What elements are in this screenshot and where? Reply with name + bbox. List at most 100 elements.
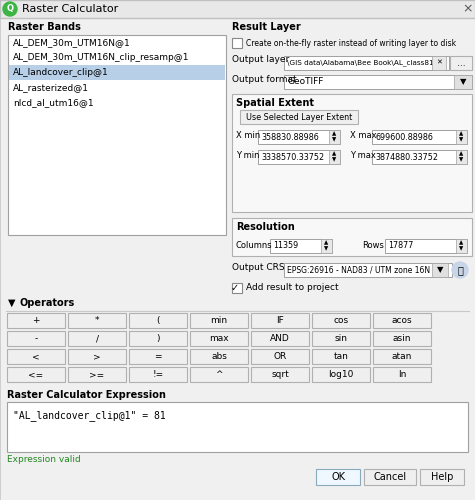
Text: 11359: 11359 [273,242,298,250]
Text: ▼: ▼ [459,158,464,162]
FancyBboxPatch shape [68,367,126,382]
FancyBboxPatch shape [372,150,467,164]
FancyBboxPatch shape [0,0,475,18]
Text: ...: ... [456,58,466,68]
Text: ▼: ▼ [459,246,464,252]
Text: Raster Calculator: Raster Calculator [22,4,118,14]
FancyBboxPatch shape [329,150,340,164]
Text: Create on-the-fly raster instead of writing layer to disk: Create on-the-fly raster instead of writ… [246,38,456,48]
FancyBboxPatch shape [432,56,446,70]
FancyBboxPatch shape [7,367,65,382]
Text: ▲: ▲ [459,240,464,246]
Text: OR: OR [274,352,286,361]
FancyBboxPatch shape [232,94,472,212]
Text: AL_DEM_30m_UTM16N_clip_resamp@1: AL_DEM_30m_UTM16N_clip_resamp@1 [13,53,190,62]
FancyBboxPatch shape [7,331,65,346]
Text: ▼: ▼ [332,158,337,162]
FancyBboxPatch shape [312,367,370,382]
FancyBboxPatch shape [456,239,467,253]
FancyBboxPatch shape [312,331,370,346]
Text: ▼: ▼ [437,266,443,274]
Text: "AL_landcover_clip@1" = 81: "AL_landcover_clip@1" = 81 [13,410,166,422]
FancyBboxPatch shape [232,283,242,293]
Text: AL_landcover_clip@1: AL_landcover_clip@1 [13,68,109,77]
Text: Rows: Rows [362,240,384,250]
FancyBboxPatch shape [129,367,187,382]
Text: log10: log10 [328,370,354,379]
FancyBboxPatch shape [129,331,187,346]
Text: asin: asin [393,334,411,343]
FancyBboxPatch shape [190,367,248,382]
FancyBboxPatch shape [232,38,242,48]
FancyBboxPatch shape [68,331,126,346]
Text: nlcd_al_utm16@1: nlcd_al_utm16@1 [13,98,94,107]
Text: ▲: ▲ [332,152,337,156]
Text: \GIS data\Alabama\Bee Book\AL_class81: \GIS data\Alabama\Bee Book\AL_class81 [287,60,434,66]
Text: 3338570.33752: 3338570.33752 [261,152,324,162]
Text: +: + [32,316,40,325]
Text: atan: atan [392,352,412,361]
Text: 699600.88986: 699600.88986 [375,132,433,141]
Text: AND: AND [270,334,290,343]
Text: ln: ln [398,370,406,379]
FancyBboxPatch shape [432,263,448,277]
Text: Y min: Y min [236,152,259,160]
Circle shape [3,2,17,16]
Text: Help: Help [431,472,453,482]
FancyBboxPatch shape [373,367,431,382]
FancyBboxPatch shape [68,349,126,364]
FancyBboxPatch shape [420,469,464,485]
FancyBboxPatch shape [190,331,248,346]
Text: Add result to project: Add result to project [246,284,339,292]
Text: Spatial Extent: Spatial Extent [236,98,314,108]
Text: ▲: ▲ [459,152,464,156]
FancyBboxPatch shape [373,313,431,328]
Text: !=: != [152,370,163,379]
Text: >: > [93,352,101,361]
Text: 17877: 17877 [388,242,413,250]
Text: acos: acos [392,316,412,325]
Text: Columns: Columns [236,240,273,250]
FancyBboxPatch shape [190,313,248,328]
Text: Use Selected Layer Extent: Use Selected Layer Extent [246,112,352,122]
FancyBboxPatch shape [251,367,309,382]
Text: *: * [95,316,99,325]
Text: (: ( [156,316,160,325]
FancyBboxPatch shape [7,402,468,452]
Text: ✓: ✓ [231,283,239,293]
Text: IF: IF [276,316,284,325]
Text: sin: sin [334,334,348,343]
Text: ▼: ▼ [459,138,464,142]
Text: Raster Calculator Expression: Raster Calculator Expression [7,390,166,400]
FancyBboxPatch shape [251,331,309,346]
FancyBboxPatch shape [9,65,225,80]
FancyBboxPatch shape [385,239,467,253]
Text: Cancel: Cancel [373,472,407,482]
Text: ▼: ▼ [460,78,466,86]
Text: Output CRS: Output CRS [232,264,285,272]
Text: 3874880.33752: 3874880.33752 [375,152,438,162]
Text: Output layer: Output layer [232,56,289,64]
Text: ▼: ▼ [332,138,337,142]
Text: ×: × [463,2,473,16]
FancyBboxPatch shape [284,75,472,89]
FancyBboxPatch shape [373,349,431,364]
FancyBboxPatch shape [364,469,416,485]
Text: Output format: Output format [232,74,296,84]
Text: ▲: ▲ [332,132,337,136]
Text: tan: tan [333,352,349,361]
FancyBboxPatch shape [312,349,370,364]
FancyBboxPatch shape [450,56,472,70]
Text: ▲: ▲ [324,240,329,246]
Text: X max: X max [350,132,377,140]
FancyBboxPatch shape [251,349,309,364]
FancyBboxPatch shape [7,313,65,328]
Text: GeoTIFF: GeoTIFF [287,78,323,86]
FancyBboxPatch shape [454,75,472,89]
Text: Result Layer: Result Layer [232,22,301,32]
FancyBboxPatch shape [258,150,340,164]
Text: ▼: ▼ [8,298,16,308]
Text: X min: X min [236,132,260,140]
Text: EPSG:26916 - NAD83 / UTM zone 16N: EPSG:26916 - NAD83 / UTM zone 16N [287,266,430,274]
Text: ▼: ▼ [324,246,329,252]
